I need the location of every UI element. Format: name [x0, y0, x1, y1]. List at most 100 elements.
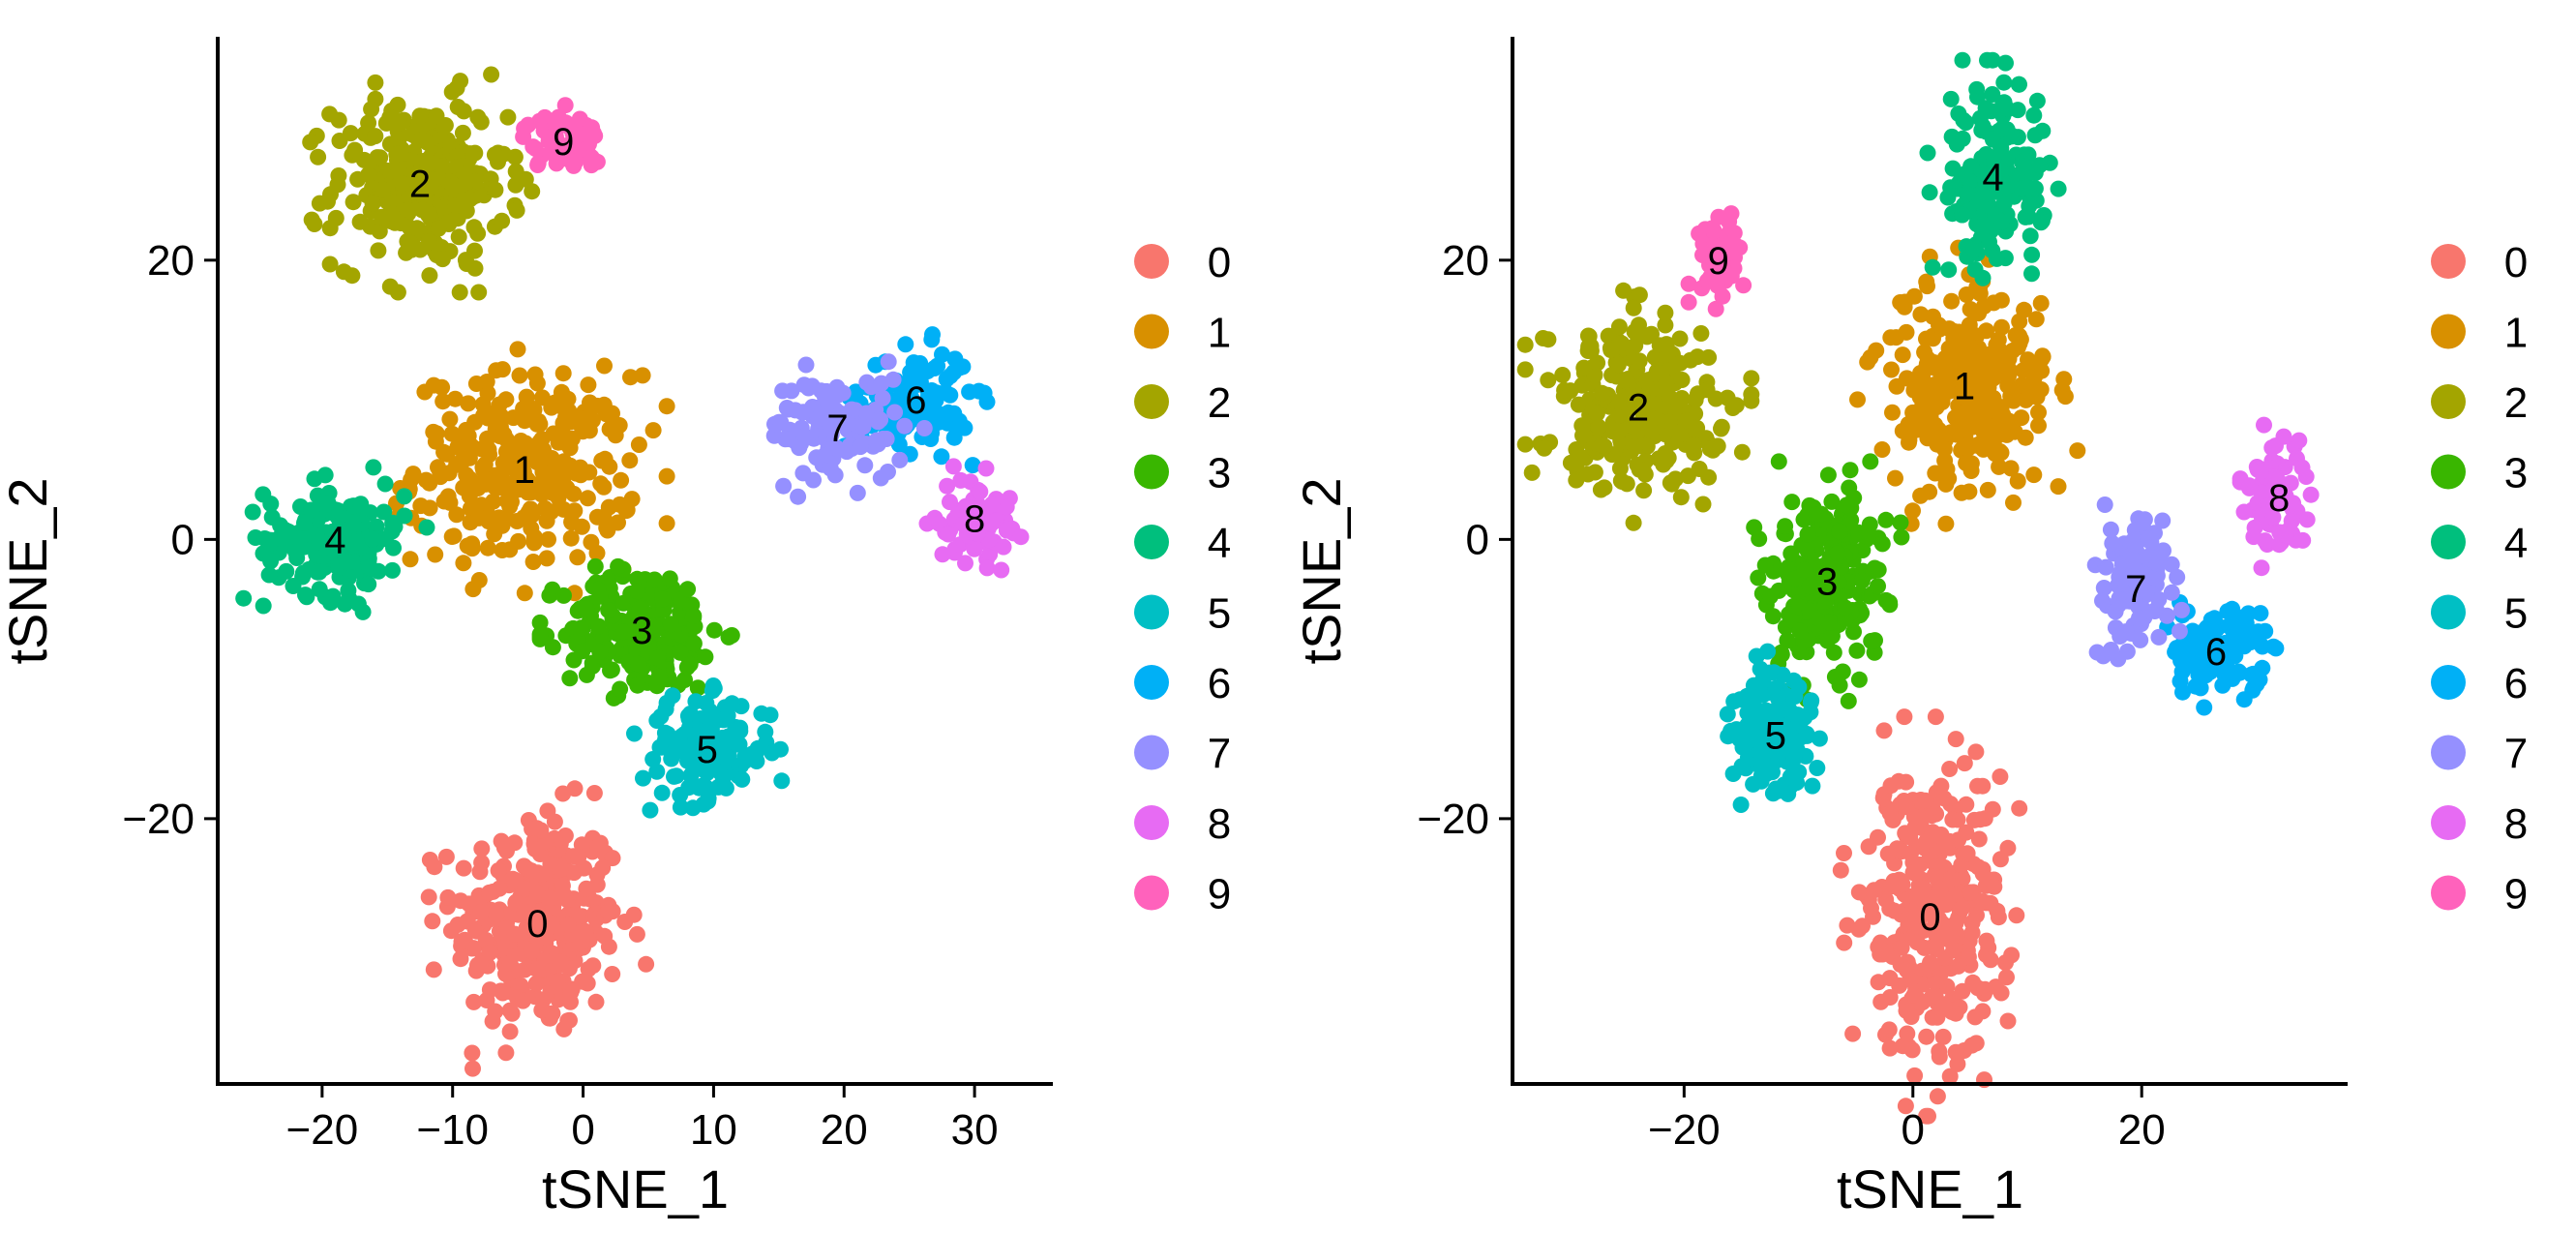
point	[346, 141, 364, 159]
point	[1943, 292, 1961, 310]
point	[1896, 708, 1913, 726]
point	[449, 438, 466, 456]
point	[486, 526, 503, 543]
point	[684, 799, 702, 817]
x-tick-label: 0	[571, 1106, 594, 1154]
point	[1646, 409, 1663, 427]
point	[872, 411, 889, 429]
point	[1936, 349, 1954, 367]
point	[471, 863, 489, 881]
point	[661, 570, 678, 587]
point	[478, 374, 495, 390]
point	[455, 859, 472, 877]
point	[1954, 206, 1971, 224]
points-layer	[1516, 51, 2320, 1125]
legend-key	[1134, 665, 1169, 700]
point	[983, 515, 1001, 532]
point	[419, 134, 436, 151]
point	[272, 517, 289, 534]
point	[1937, 515, 1955, 532]
point	[1625, 514, 1642, 531]
point	[1672, 489, 1690, 506]
point	[553, 116, 570, 133]
point	[244, 503, 261, 521]
point	[462, 145, 479, 163]
point	[1631, 387, 1647, 405]
point	[508, 201, 525, 219]
point	[1698, 272, 1716, 289]
point	[1823, 627, 1841, 645]
point	[302, 501, 319, 519]
point	[2197, 667, 2214, 684]
point	[942, 494, 958, 511]
legend-item-0: 0	[2431, 239, 2528, 286]
point	[1936, 926, 1954, 944]
point	[1958, 286, 1975, 303]
point	[364, 195, 381, 212]
legend-key	[2431, 594, 2466, 630]
point	[1863, 632, 1880, 649]
cluster-3-points	[531, 557, 740, 707]
point	[1713, 420, 1729, 437]
point	[1707, 300, 1724, 317]
point	[934, 346, 950, 363]
point	[1523, 464, 1541, 481]
cluster-2-points	[302, 66, 541, 301]
legend-item-5: 5	[2431, 590, 2528, 638]
point	[574, 973, 591, 990]
point	[1722, 267, 1740, 285]
point	[2291, 432, 2308, 449]
legend-label: 6	[2504, 660, 2528, 707]
point	[524, 138, 542, 156]
point	[427, 546, 444, 563]
point	[704, 677, 722, 694]
cluster-3-points	[1746, 453, 1910, 709]
point	[945, 405, 963, 422]
point	[507, 163, 524, 180]
point	[528, 820, 546, 837]
point	[487, 181, 504, 198]
point	[538, 512, 555, 529]
point	[934, 546, 951, 563]
legend-item-2: 2	[1134, 379, 1231, 427]
point	[2011, 799, 2028, 817]
point	[715, 711, 733, 729]
point	[1993, 120, 2011, 137]
point	[1632, 413, 1650, 431]
point	[1979, 51, 1995, 69]
legend-label: 2	[1208, 379, 1231, 427]
point	[1568, 441, 1585, 458]
point	[479, 430, 495, 447]
point	[1962, 172, 1979, 190]
point	[578, 880, 595, 897]
legend-label: 3	[1208, 450, 1231, 497]
point	[578, 600, 595, 617]
point	[2003, 947, 2021, 964]
point	[764, 744, 781, 762]
point	[972, 483, 989, 500]
point	[998, 522, 1015, 539]
point	[1983, 103, 2000, 120]
point	[583, 149, 600, 166]
point	[372, 149, 389, 166]
point	[700, 762, 717, 779]
point	[1877, 891, 1895, 908]
point	[360, 576, 377, 593]
point	[1948, 135, 1965, 153]
point	[310, 148, 327, 165]
point	[498, 481, 516, 498]
point	[1799, 540, 1815, 557]
point	[1849, 391, 1866, 408]
legend-label: 9	[2504, 871, 2528, 918]
point	[2150, 628, 2168, 646]
point	[316, 466, 334, 484]
y-tick-label: 20	[1442, 237, 1489, 285]
point	[1931, 1042, 1948, 1060]
point	[2034, 122, 2052, 139]
point	[570, 849, 587, 865]
point	[464, 498, 482, 516]
point	[662, 616, 679, 633]
point	[579, 490, 596, 507]
point	[1969, 858, 1987, 876]
